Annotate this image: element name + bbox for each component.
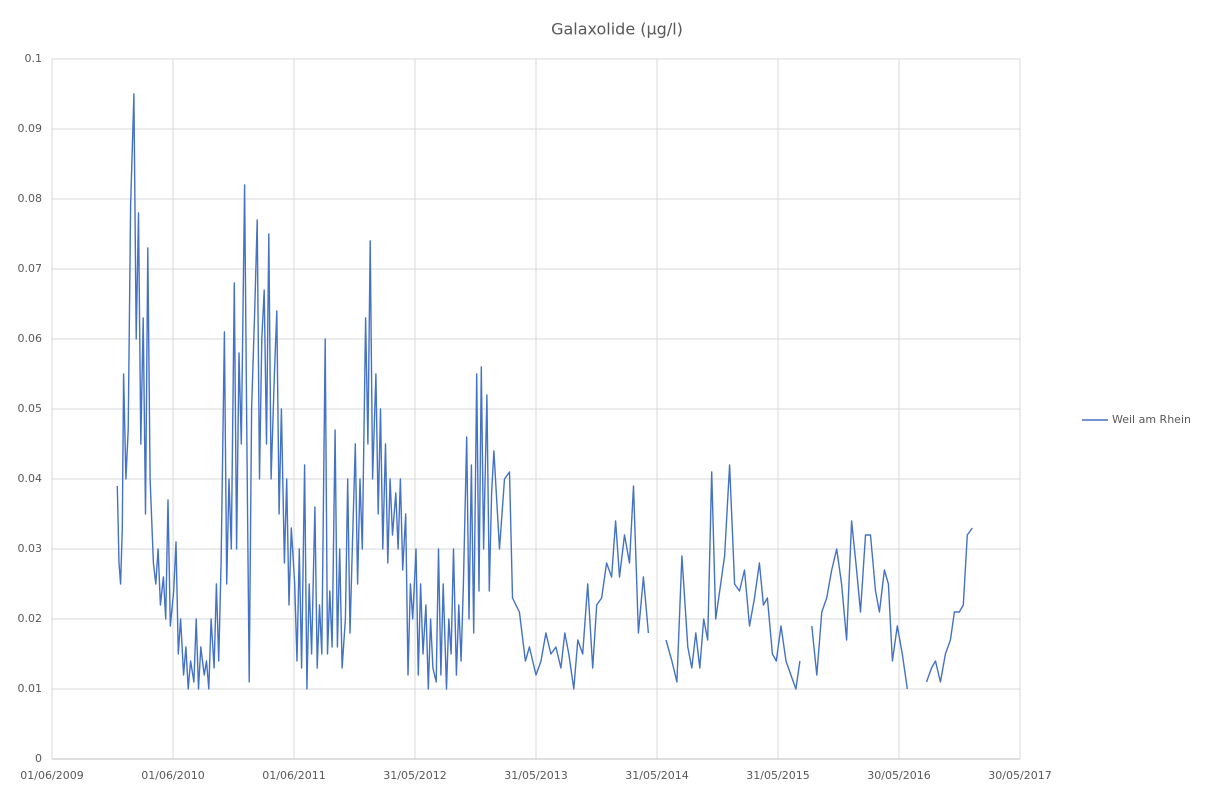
x-tick-label: 31/05/2012 <box>383 769 446 782</box>
y-tick-label: 0.05 <box>18 402 43 415</box>
data-line <box>116 93 973 690</box>
x-tick-label: 30/05/2017 <box>988 769 1051 782</box>
y-tick-label: 0.07 <box>18 262 43 275</box>
x-tick-label: 01/06/2011 <box>262 769 325 782</box>
y-tick-label: 0.03 <box>18 542 43 555</box>
x-tick-label: 01/06/2010 <box>141 769 204 782</box>
chart-title: Galaxolide (µg/l) <box>551 20 683 39</box>
x-tick-label: 30/05/2016 <box>867 769 930 782</box>
x-tick-label: 31/05/2014 <box>625 769 688 782</box>
y-tick-label: 0.04 <box>18 472 43 485</box>
y-tick-label: 0.09 <box>18 122 43 135</box>
x-tick-label: 01/06/2009 <box>20 769 83 782</box>
y-tick-label: 0 <box>35 752 42 765</box>
y-tick-label: 0.02 <box>18 612 43 625</box>
x-tick-label: 31/05/2015 <box>746 769 809 782</box>
x-tick-label: 31/05/2013 <box>504 769 567 782</box>
legend-label: Weil am Rhein <box>1112 413 1191 426</box>
y-tick-label: 0.08 <box>18 192 43 205</box>
y-tick-label: 0.06 <box>18 332 43 345</box>
y-tick-label: 0.1 <box>25 52 43 65</box>
y-tick-label: 0.01 <box>18 682 43 695</box>
